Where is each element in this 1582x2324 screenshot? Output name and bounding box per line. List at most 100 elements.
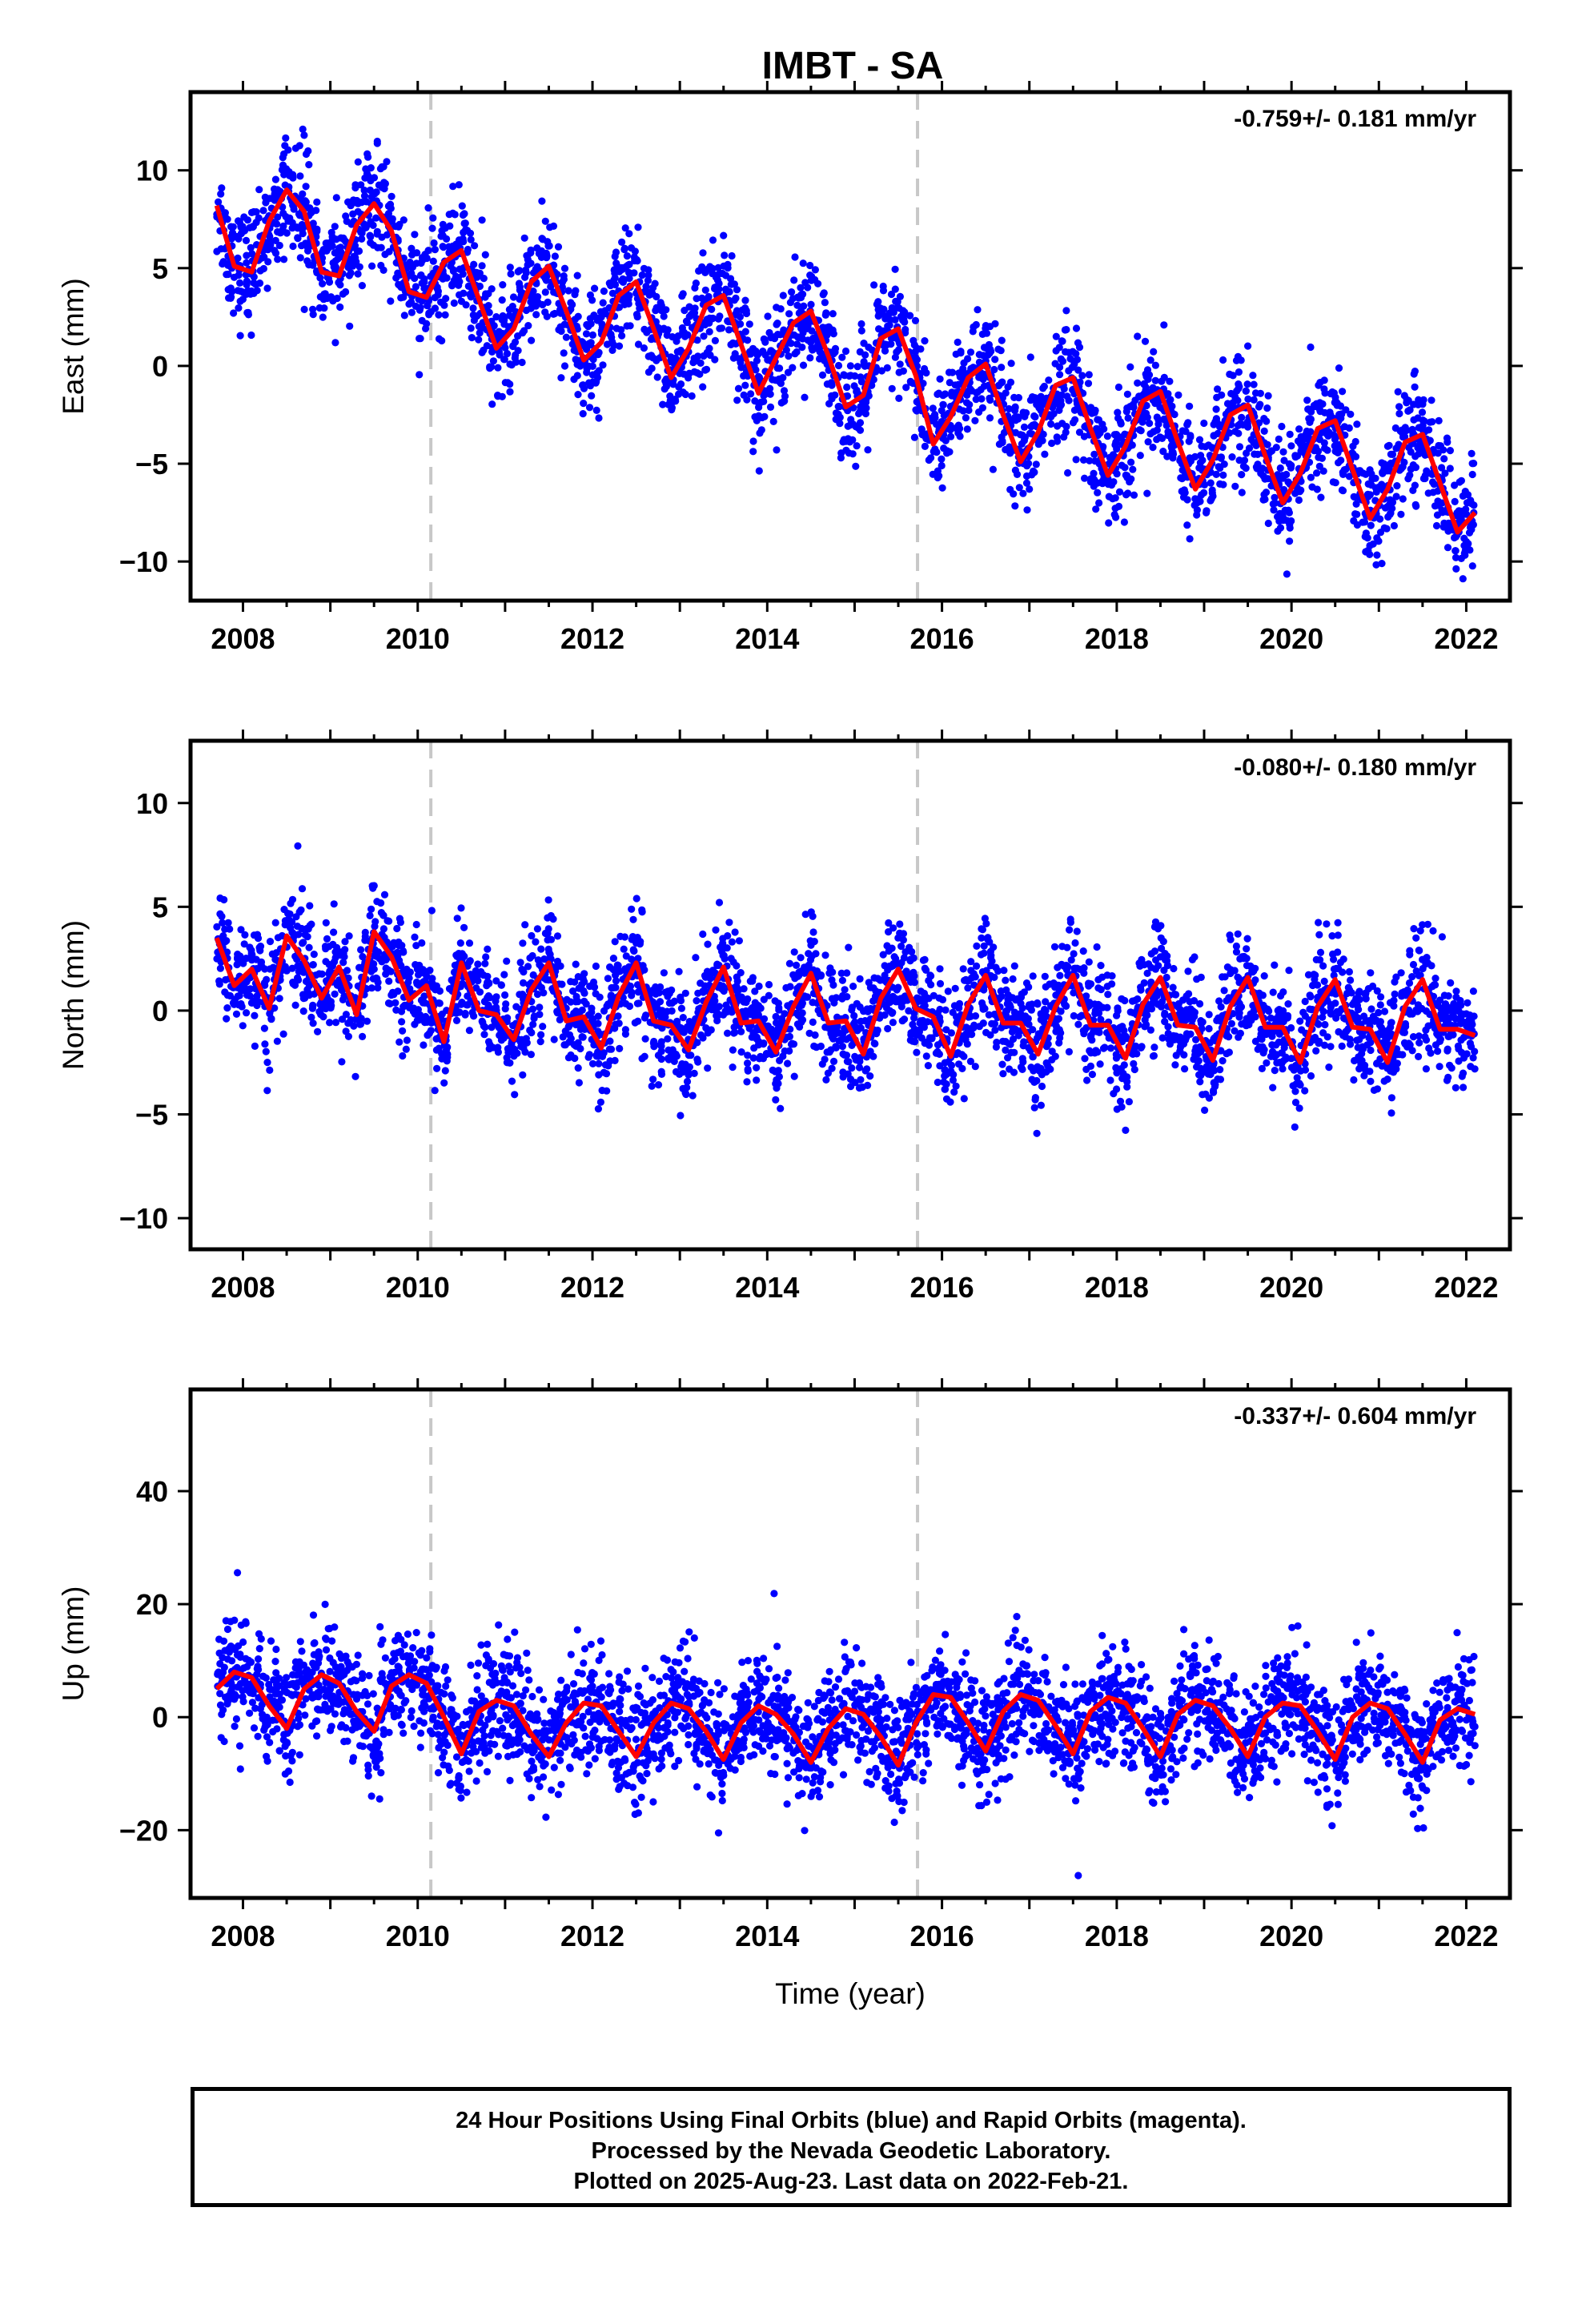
east-point [442,295,450,303]
north-point [825,1048,833,1056]
north-point [325,970,333,978]
east-point [1056,371,1064,379]
north-point [670,997,679,1005]
east-point [1048,439,1056,448]
east-xtick-label: 2020 [1259,622,1323,655]
north-point [620,945,628,953]
north-point [533,990,542,999]
east-point [737,320,745,328]
north-point [309,961,317,969]
north-point [838,1043,846,1051]
east-point [799,323,808,331]
east-point [363,150,371,158]
north-point [240,940,248,948]
north-point [468,1008,476,1016]
north-point [503,957,511,965]
north-point [693,997,701,1005]
east-point [263,284,271,292]
north-point [793,1009,801,1017]
east-point [506,380,514,388]
east-point [660,312,668,320]
east-point [1321,408,1329,416]
north-point [373,898,381,906]
north-point [842,1035,850,1043]
east-point [954,338,962,346]
east-point [842,446,850,454]
north-point [484,979,492,987]
north-point [412,942,420,950]
east-point [289,174,297,182]
north-point [396,919,404,927]
east-point [1345,472,1353,480]
east-point [1141,337,1150,345]
east-point [1231,482,1239,490]
north-point [855,1063,864,1072]
north-point [775,1006,783,1014]
east-point [1367,521,1375,529]
east-point [302,198,310,206]
east-point [1070,406,1078,414]
east-point [1186,402,1194,410]
north-point [219,919,227,927]
north-point [749,977,757,985]
east-point [470,260,478,268]
east-point [381,251,389,259]
east-point [580,384,588,392]
east-point [1392,493,1400,501]
east-point [1228,402,1236,410]
east-point [1263,417,1271,425]
east-point [543,312,551,320]
east-point [591,284,599,292]
east-point [244,287,252,295]
east-point [801,393,809,401]
north-point [385,977,393,985]
north-point [829,1057,838,1065]
north-point [528,1028,536,1037]
east-point [1062,307,1070,315]
east-point [793,333,802,341]
east-point [1127,475,1135,483]
east-point [785,352,793,360]
east-point [1114,383,1122,392]
east-point [1392,444,1400,452]
east-point [1208,486,1216,494]
east-point [693,336,701,344]
east-point [469,311,477,319]
east-point [1078,372,1086,380]
north-point [219,932,227,940]
north-point [242,955,250,963]
east-point [1018,440,1026,448]
east-point [476,269,484,277]
east-point [1263,440,1271,448]
east-point [782,346,791,354]
east-point [979,376,987,384]
north-point [594,1019,602,1027]
east-point [1279,474,1287,482]
north-point [649,1076,657,1084]
east-point [227,232,235,241]
north-point [516,959,524,967]
east-point [1047,412,1055,421]
north-point [668,986,676,994]
east-point [1439,446,1447,454]
east-point [274,213,282,221]
east-point [1419,400,1427,408]
north-point [248,951,256,959]
east-point [843,383,851,392]
east-point [1146,430,1154,438]
north-point [308,1004,316,1012]
north-point [540,989,548,997]
east-point [1178,475,1186,483]
north-point [550,1035,558,1043]
east-point [223,215,231,223]
east-point [741,381,749,389]
east-point [1367,481,1375,489]
north-point [343,967,351,975]
east-point [387,297,395,305]
east-point [271,196,279,204]
east-point [906,312,914,320]
north-point [715,899,724,907]
east-point [749,448,757,456]
east-point [881,315,889,323]
east-point [520,234,528,242]
